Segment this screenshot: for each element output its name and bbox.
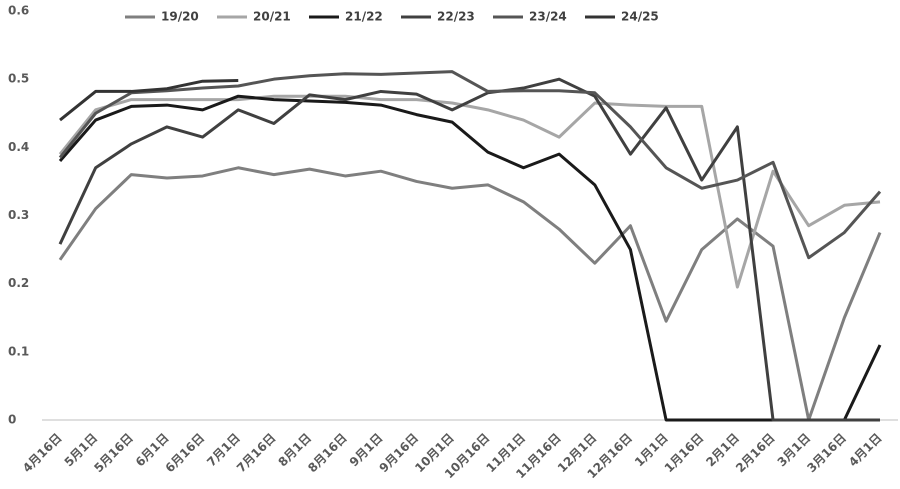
series-line — [58, 70, 882, 260]
legend-label: 21/22 — [345, 10, 383, 24]
legend-label: 19/20 — [161, 10, 199, 24]
legend-label: 24/25 — [621, 10, 659, 24]
x-tick-label: 1月16日 — [662, 431, 707, 476]
x-tick-label: 5月16日 — [91, 431, 136, 476]
x-tick-label: 7月16日 — [234, 431, 279, 476]
x-tick-label: 6月16日 — [163, 431, 208, 476]
x-tick-label: 4月16日 — [20, 431, 65, 476]
y-tick-label: 0.4 — [8, 140, 29, 154]
legend-label: 22/23 — [437, 10, 475, 24]
y-tick-label: 0.6 — [8, 4, 29, 18]
legend-label: 20/21 — [253, 10, 291, 24]
series-line — [59, 79, 239, 122]
y-tick-label: 0 — [8, 413, 16, 427]
series-line — [58, 94, 882, 422]
x-tick-label: 8月16日 — [305, 431, 350, 476]
y-tick-label: 0.2 — [8, 276, 29, 290]
y-tick-label: 0.1 — [8, 344, 29, 358]
y-tick-label: 0.5 — [8, 72, 29, 86]
x-tick-label: 2月16日 — [733, 431, 778, 476]
series-line — [58, 77, 880, 422]
x-tick-label: 4月1日 — [846, 431, 885, 470]
series-line — [58, 166, 882, 422]
legend-label: 23/24 — [529, 10, 567, 24]
y-tick-label: 0.3 — [8, 208, 29, 222]
x-tick-label: 3月16日 — [804, 431, 849, 476]
series-line — [58, 94, 881, 289]
